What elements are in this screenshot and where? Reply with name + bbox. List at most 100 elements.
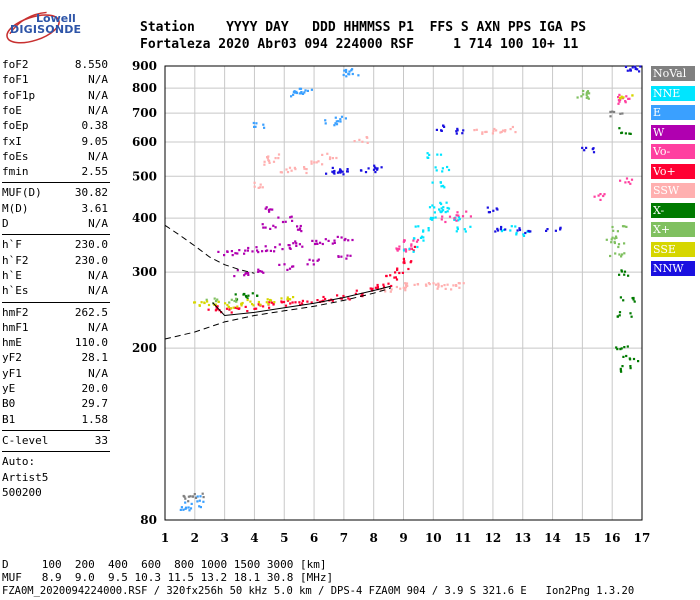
- y-tick-label: 900: [132, 59, 157, 73]
- echo-point-noval: [189, 495, 192, 498]
- echo-point-nnw: [581, 146, 584, 149]
- param-row: foEs N/A: [2, 150, 108, 166]
- echo-point-x: [613, 237, 616, 240]
- echo-point-ssw: [437, 282, 440, 285]
- echo-point-vo: [395, 278, 399, 281]
- param-label: hmF2: [2, 305, 29, 319]
- echo-point-ssw: [366, 141, 369, 144]
- y-tick-label: 300: [132, 265, 157, 279]
- echo-point-e: [188, 509, 191, 512]
- echo-point-x: [586, 90, 590, 93]
- echo-point-vo: [268, 306, 271, 309]
- echo-point-ssw: [395, 285, 398, 289]
- echo-point-e: [298, 92, 301, 95]
- echo-point-ssw: [285, 168, 288, 171]
- echo-point-sse: [292, 296, 295, 299]
- param-label: B0: [2, 397, 16, 411]
- echo-point-x: [623, 270, 627, 273]
- echo-point-nne: [455, 230, 458, 233]
- echo-point-nnw: [341, 170, 344, 173]
- echo-point-sse: [198, 304, 201, 307]
- echo-point-nne: [427, 227, 430, 230]
- echo-point-sse: [280, 297, 283, 300]
- x-tick-label: 6: [310, 531, 318, 545]
- echo-point-ssw: [481, 132, 484, 135]
- echo-point-ssw: [511, 125, 514, 129]
- echo-point-w: [243, 274, 246, 277]
- echo-point-sse: [224, 302, 227, 305]
- param-label: foF2: [2, 58, 29, 71]
- param-row: foE N/A: [2, 104, 108, 120]
- echo-point-x: [619, 348, 622, 351]
- echo-point-nne: [515, 231, 518, 234]
- echo-point-nnw: [496, 229, 500, 232]
- param-label: h`E: [2, 268, 22, 282]
- echo-point-x: [620, 370, 623, 373]
- echo-point-e: [345, 68, 348, 72]
- echo-point-nne: [416, 245, 419, 249]
- echo-point-vo: [455, 214, 458, 217]
- echo-point-ssw: [335, 156, 338, 160]
- echo-point-ssw: [416, 283, 419, 286]
- echo-point-nnw: [373, 164, 376, 167]
- echo-point-ssw: [294, 168, 297, 171]
- echo-point-ssw: [446, 283, 449, 286]
- echo-point-ssw: [452, 284, 455, 287]
- echo-point-nnw: [591, 148, 594, 151]
- echo-point-x: [614, 252, 617, 255]
- echo-point-vo: [340, 297, 343, 300]
- echo-point-x: [632, 298, 635, 301]
- panel-separator: [2, 429, 110, 431]
- echo-point-w: [244, 249, 247, 252]
- echo-point-e: [337, 120, 340, 123]
- echo-point-ssw: [259, 183, 262, 186]
- param-row: yE 20.0: [2, 382, 108, 398]
- x-tick-label: 4: [250, 531, 258, 545]
- echo-point-x: [585, 93, 588, 96]
- echo-point-vo: [461, 215, 465, 218]
- echo-point-ssw: [492, 129, 495, 133]
- echo-point-sse: [251, 303, 254, 306]
- param-label: foE: [2, 103, 22, 117]
- echo-point-nnw: [372, 168, 376, 171]
- echo-point-vo: [415, 240, 419, 243]
- legend-entry-w: W: [651, 124, 695, 140]
- echo-point-sse: [265, 301, 268, 304]
- echo-point-w: [299, 224, 302, 228]
- echo-point-sse: [240, 304, 243, 307]
- echo-point-nne: [457, 219, 460, 222]
- echo-point-x: [205, 298, 208, 301]
- echo-point-nne: [422, 239, 425, 242]
- echo-point-nne: [515, 233, 518, 236]
- echo-point-nne: [445, 201, 448, 204]
- echo-point-nnw: [545, 229, 548, 232]
- echo-point-noval: [201, 492, 204, 495]
- echo-point-nne: [442, 209, 445, 212]
- echo-point-e: [290, 95, 293, 98]
- echo-point-x: [228, 301, 231, 304]
- echo-point-sse: [246, 298, 249, 302]
- param-label: Artist5: [2, 470, 49, 484]
- echo-point-w: [298, 228, 301, 231]
- echo-point-nne: [408, 247, 411, 250]
- echo-point-x: [621, 253, 624, 256]
- echo-point-ssw: [504, 129, 507, 132]
- echo-point-noval: [184, 497, 187, 500]
- echo-point-ssw: [499, 131, 502, 134]
- echo-point-w: [321, 242, 324, 246]
- echo-point-nne: [458, 218, 461, 221]
- echo-point-vo: [410, 244, 413, 247]
- echo-point-vo: [618, 93, 621, 96]
- echo-point-ssw: [268, 161, 271, 164]
- echo-point-vo: [371, 287, 374, 290]
- echo-point-ssw: [321, 163, 324, 166]
- echo-point-sse: [226, 303, 229, 307]
- x-tick-label: 17: [634, 531, 651, 545]
- echo-point-vo: [244, 305, 247, 308]
- echo-point-w: [288, 244, 291, 247]
- echo-point-x: [633, 300, 636, 303]
- param-label: C-level: [2, 433, 49, 447]
- echo-point-w: [255, 246, 258, 249]
- param-value: 8.550: [74, 58, 108, 71]
- echo-point-e: [182, 508, 185, 511]
